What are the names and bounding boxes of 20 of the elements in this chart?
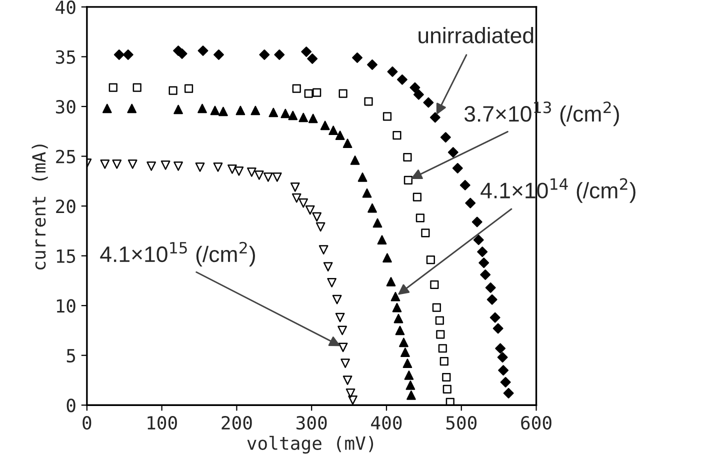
- y-tick-label: 15: [56, 250, 76, 263]
- x-tick-label: 200: [222, 416, 252, 430]
- y-tick-label: 10: [56, 299, 76, 313]
- y-tick-label: 30: [56, 100, 76, 114]
- annotation: unirradiated: [418, 27, 534, 44]
- y-tick-label: 40: [56, 0, 76, 14]
- x-tick-label: 0: [82, 416, 92, 430]
- y-tick-label: 0: [66, 398, 76, 412]
- y-tick-label: 25: [56, 150, 76, 164]
- x-axis-title: voltage (mV): [247, 436, 374, 454]
- y-axis-title: current (mA): [32, 144, 48, 270]
- x-tick-label: 600: [521, 416, 552, 430]
- annotation: 4.1×10$^{15}$ (/cm$^{2}$): [100, 242, 255, 267]
- y-tick-label: 35: [56, 50, 76, 64]
- x-tick-label: 400: [371, 416, 402, 430]
- y-tick-label: 5: [66, 349, 76, 363]
- y-tick-label: 20: [56, 200, 76, 214]
- x-tick-label: 300: [296, 416, 327, 430]
- x-tick-label: 500: [446, 416, 477, 430]
- x-tick-label: 100: [148, 416, 177, 430]
